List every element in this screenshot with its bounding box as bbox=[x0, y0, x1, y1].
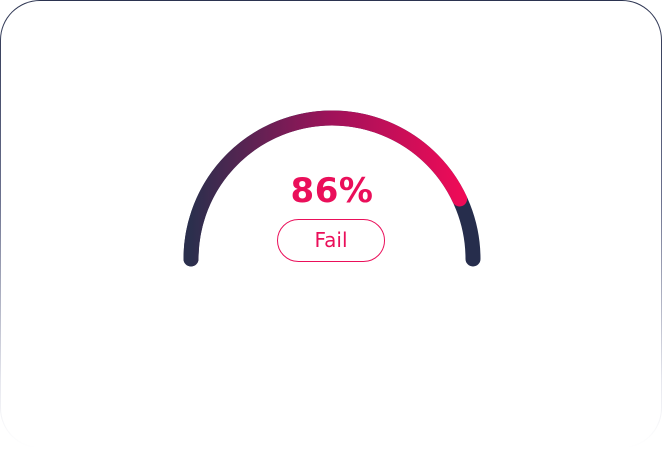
status-badge-label: Fail bbox=[314, 228, 348, 252]
status-badge: Fail bbox=[277, 219, 385, 262]
gauge-value: 86% bbox=[290, 171, 374, 211]
gauge-fill bbox=[183, 110, 468, 267]
